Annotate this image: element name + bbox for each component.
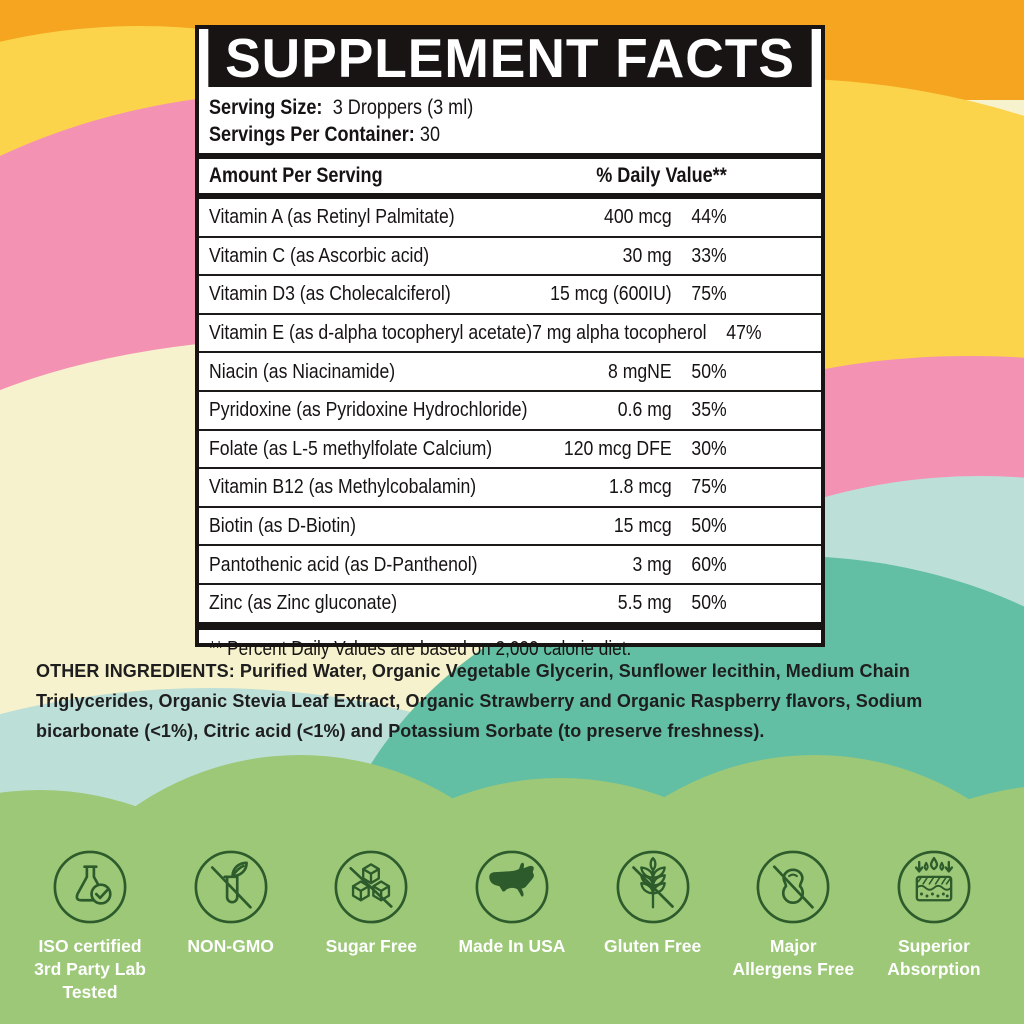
nutrient-row: Folate (as L-5 methylfolate Calcium) 120 …	[199, 428, 821, 468]
nutrient-amount: 7 mg alpha tocopherol	[532, 321, 707, 345]
other-ingredients-paragraph: OTHER INGREDIENTS: Purified Water, Organ…	[36, 656, 998, 746]
nutrient-dv: 33%	[691, 243, 727, 267]
usa-map-icon	[475, 850, 549, 924]
nutrient-row: Pyridoxine (as Pyridoxine Hydrochloride)…	[199, 389, 821, 429]
nutrient-dv: 50%	[691, 359, 727, 383]
column-daily-value: % Daily Value**	[596, 164, 727, 187]
badge-label: Major Allergens Free	[732, 936, 855, 979]
badge-gluten-free: Gluten Free	[585, 848, 721, 1004]
nutrient-name: Vitamin A (as Retinyl Palmitate)	[209, 205, 455, 229]
nutrient-dv: 75%	[691, 475, 727, 499]
nutrient-row: Vitamin D3 (as Cholecalciferol) 15 mcg (6…	[199, 274, 821, 313]
badge-label: Superior Absorption	[887, 936, 981, 979]
nutrient-row: Niacin (as Niacinamide) 8 mgNE 50%	[199, 351, 821, 390]
nutrient-dv: 50%	[691, 514, 727, 538]
divider-thick	[199, 621, 821, 630]
nutrient-dv: 44%	[691, 205, 727, 229]
nutrient-row: Biotin (as D-Biotin) 15 mcg 50%	[199, 505, 821, 545]
non-gmo-icon	[194, 850, 268, 924]
allergens-free-icon	[756, 850, 830, 924]
nutrient-dv: 60%	[691, 552, 727, 576]
nutrient-name: Biotin (as D-Biotin)	[209, 514, 356, 538]
divider-thick	[199, 153, 821, 159]
nutrient-dv: 47%	[726, 321, 762, 345]
nutrient-dv: 75%	[691, 282, 727, 306]
nutrient-table: Vitamin A (as Retinyl Palmitate) 400 mcg 4…	[199, 199, 821, 622]
gluten-free-icon	[616, 850, 690, 924]
other-ingredients-text: Purified Water, Organic Vegetable Glycer…	[36, 661, 923, 741]
supplement-facts-panel: SUPPLEMENT FACTS Serving Size: 3 Droppers…	[195, 25, 825, 660]
nutrient-amount: 400 mcg	[604, 205, 672, 229]
nutrient-name: Pantothenic acid (as D-Panthenol)	[209, 552, 478, 576]
table-header: Amount Per Serving % Daily Value**	[199, 159, 821, 193]
nutrient-row: Pantothenic acid (as D-Panthenol) 3 mg 60%	[199, 544, 821, 583]
nutrient-amount: 0.6 mg	[617, 398, 672, 422]
nutrient-amount: 15 mcg	[613, 514, 672, 538]
badge-made-in-usa: Made In USA	[444, 848, 580, 1004]
nutrient-amount: 3 mg	[632, 552, 672, 576]
nutrient-row: Vitamin E (as d-alpha tocopheryl acetate…	[199, 312, 821, 352]
servings-label: Servings Per Container:	[209, 123, 415, 146]
nutrient-row: Vitamin C (as Ascorbic acid) 30 mg 33%	[199, 235, 821, 275]
badge-allergens-free: Major Allergens Free	[725, 848, 861, 1004]
other-ingredients-heading: OTHER INGREDIENTS:	[36, 661, 235, 681]
badge-non-gmo: NON-GMO	[163, 848, 299, 1004]
nutrient-row: Vitamin B12 (as Methylcobalamin) 1.8 mcg 7…	[199, 467, 821, 506]
sugar-free-icon	[334, 850, 408, 924]
nutrient-name: Vitamin E (as d-alpha tocopheryl acetate…	[209, 321, 533, 345]
nutrient-amount: 8 mgNE	[607, 359, 672, 383]
nutrient-row: Vitamin A (as Retinyl Palmitate) 400 mcg 4…	[199, 199, 821, 236]
nutrient-amount: 1.8 mcg	[608, 475, 672, 499]
servings-value: 30	[419, 123, 440, 146]
column-amount-per-serving: Amount Per Serving	[209, 164, 383, 187]
badge-iso-certified: ISO certified 3rd Party Lab Tested	[22, 848, 158, 1004]
serving-size-label: Serving Size:	[209, 96, 323, 119]
nutrient-name: Zinc (as Zinc gluconate)	[209, 591, 398, 615]
badge-label: Gluten Free	[604, 936, 702, 956]
badge-superior-absorption: Superior Absorption	[866, 848, 1002, 1004]
nutrient-name: Pyridoxine (as Pyridoxine Hydrochloride)	[209, 398, 528, 422]
nutrient-dv: 35%	[691, 398, 727, 422]
nutrient-dv: 50%	[691, 591, 727, 615]
lab-flask-check-icon	[53, 850, 127, 924]
badge-sugar-free: Sugar Free	[303, 848, 439, 1004]
serving-size-line: Serving Size: 3 Droppers (3 ml)	[209, 94, 811, 121]
daily-value-footnote: ** Percent Daily Values are based on 2,0…	[209, 637, 632, 660]
panel-title: SUPPLEMENT FACTS	[208, 27, 812, 89]
nutrient-amount: 120 mcg DFE	[563, 436, 672, 460]
nutrient-amount: 5.5 mg	[617, 591, 672, 615]
nutrient-row: Zinc (as Zinc gluconate) 5.5 mg 50%	[199, 582, 821, 622]
servings-per-container-line: Servings Per Container: 30	[209, 121, 811, 148]
nutrient-name: Vitamin C (as Ascorbic acid)	[209, 243, 430, 267]
serving-info: Serving Size: 3 Droppers (3 ml) Servings …	[199, 87, 821, 153]
badge-label: Sugar Free	[325, 936, 418, 956]
nutrient-name: Folate (as L-5 methylfolate Calcium)	[209, 436, 493, 460]
nutrient-dv: 30%	[691, 436, 727, 460]
badge-label: NON-GMO	[187, 936, 274, 956]
feature-badges-row: ISO certified 3rd Party Lab Tested NON-G…	[0, 848, 1024, 1004]
divider-thick	[199, 193, 821, 199]
nutrient-amount: 15 mcg (600IU)	[550, 282, 672, 306]
nutrient-name: Vitamin B12 (as Methylcobalamin)	[209, 475, 477, 499]
nutrient-amount: 30 mg	[622, 243, 672, 267]
superior-absorption-icon	[897, 850, 971, 924]
badge-label: Made In USA	[458, 936, 566, 956]
badge-label: ISO certified 3rd Party Lab Tested	[34, 936, 146, 1002]
nutrient-name: Niacin (as Niacinamide)	[209, 359, 396, 383]
serving-size-value: 3 Droppers (3 ml)	[332, 96, 474, 119]
nutrient-name: Vitamin D3 (as Cholecalciferol)	[209, 282, 451, 306]
